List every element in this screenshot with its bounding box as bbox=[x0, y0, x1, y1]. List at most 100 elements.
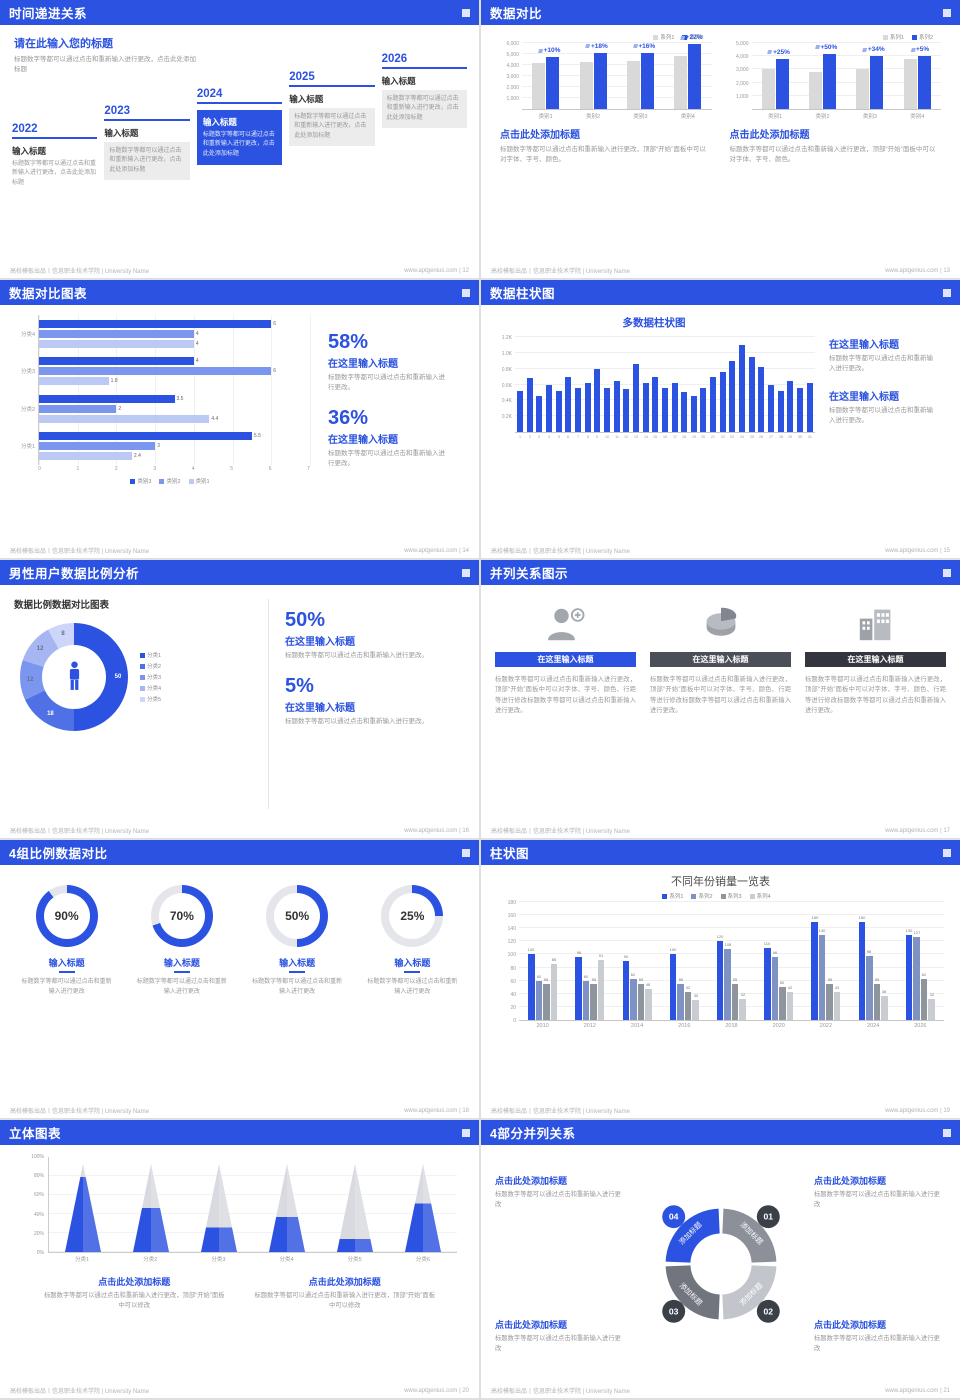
parallel-column: 在这里输入标题 标题数字等都可以通过点击和重新输入进行更改，顶部“开始”面板中可以… bbox=[495, 603, 636, 823]
bar-value: 96 bbox=[576, 950, 581, 956]
pct-label: +16% bbox=[638, 42, 656, 50]
bar bbox=[565, 376, 572, 432]
text-blocks: 点击此处添加标题 标题数字等都可以通过点击和重新输入进行更改，顶部“开始”面板中… bbox=[12, 1263, 467, 1311]
slide-12-thumbnail[interactable]: 时间递进关系 请在此输入您的标题 标题数字等都可以通过点击和重新输入进行更改，点… bbox=[0, 0, 479, 278]
x-label: 17 bbox=[672, 434, 677, 439]
panel-heading: 点击此处添加标题 bbox=[495, 1319, 568, 1330]
bar-value: 55 bbox=[874, 977, 880, 983]
y-tick: 20% bbox=[33, 1230, 44, 1237]
number-badge bbox=[756, 1299, 780, 1323]
block-text: 标题数字等都可以通过点击和重新输入进行更改。 bbox=[285, 652, 428, 659]
block-title: 在这里输入标题 bbox=[285, 703, 355, 715]
category-label: 分类2 bbox=[143, 1257, 158, 1263]
vb-y: 6,000 5,000 4,000 3,000 2,000 1,000 bbox=[500, 41, 522, 110]
slide-14-thumbnail[interactable]: 数据对比图表 分类4 分类3 分类2 分类1 6 4 4 4 6 1.8 3.5 2 4.4 5.5 3 2.… bbox=[0, 280, 479, 558]
bar-group: 4 6 1.8 bbox=[39, 357, 310, 386]
bar bbox=[688, 44, 702, 109]
footer-left: 高校模板出品丨信息职业技术学院 | University Name bbox=[10, 1389, 149, 1395]
slide-19-thumbnail[interactable]: 柱状图 不同年份销量一览表 系列1 系列2 系列3 系列4 180 160 140 120 10… bbox=[481, 840, 960, 1118]
title-underline bbox=[173, 971, 190, 973]
bar bbox=[39, 432, 252, 441]
slide-13-thumbnail[interactable]: 数据对比 系列1 系列2 6,000 5,000 4,000 3,000 2,000 1,00… bbox=[481, 0, 960, 278]
bar bbox=[39, 319, 272, 328]
vb-grid bbox=[519, 953, 944, 955]
hb-line: 4 bbox=[39, 357, 310, 366]
bar bbox=[777, 390, 784, 432]
slide-footer: 高校模板出品丨信息职业技术学院 | University Name www.ap… bbox=[0, 823, 479, 838]
vb-grid bbox=[519, 966, 944, 968]
vb-grid bbox=[751, 68, 941, 70]
bar bbox=[674, 56, 688, 109]
bar-group: 150 98 55 36 bbox=[859, 915, 888, 1020]
footer-right: www.aptgenius.com | 14 bbox=[404, 547, 469, 554]
percent-value: 70% bbox=[169, 909, 194, 923]
x-label: 类别1 bbox=[768, 114, 783, 120]
slide-18-thumbnail[interactable]: 4组比例数据对比 90% 输入标题 标题数字等都可以通过点击和重新输入进行更改 70%… bbox=[0, 840, 479, 1118]
pie-3d-icon bbox=[650, 603, 791, 645]
bar: 85 bbox=[550, 958, 558, 1020]
bar-value: 4 bbox=[195, 340, 199, 347]
donut-chart: 50 18 12 12 8 bbox=[20, 623, 128, 731]
pct-label: +50% bbox=[820, 43, 838, 51]
bar bbox=[579, 61, 593, 109]
footer-right: www.aptgenius.com | 17 bbox=[885, 827, 950, 834]
footer-left: 高校模板出品丨信息职业技术学院 | University Name bbox=[491, 549, 630, 555]
bar bbox=[768, 384, 775, 432]
panel-heading: 点击此处添加标题 bbox=[495, 1176, 568, 1186]
legend-label: 系列1 bbox=[669, 894, 684, 900]
hb-line: 2.4 bbox=[39, 452, 310, 461]
percent-value: 58% bbox=[328, 331, 369, 353]
x-label: 6 bbox=[567, 434, 570, 439]
legend-swatch bbox=[691, 893, 697, 899]
slide-20-thumbnail[interactable]: 立体图表 100% 80% 60% 40% 20% 0% 分类1 分类2 分类3 分类4 分类5 分类… bbox=[0, 1120, 479, 1398]
bar bbox=[613, 381, 620, 432]
y-tick: 60% bbox=[33, 1192, 44, 1199]
plot-area: +25% +50% +34% +5% bbox=[751, 42, 941, 110]
text-column: 点击此处添加标题 标题数字等都可以通过点击和重新输入进行更改 点击此处添加标题 … bbox=[814, 1166, 946, 1362]
legend-label: 系列2 bbox=[689, 35, 704, 41]
footer-left: 高校模板出品丨信息职业技术学院 | University Name bbox=[491, 1109, 630, 1115]
y-tick: 0.6K bbox=[501, 382, 512, 389]
category-label: 分类2 bbox=[20, 406, 35, 413]
vb-body: 6,000 5,000 4,000 3,000 2,000 1,000 +10% +18% +1… bbox=[500, 34, 712, 120]
hb-cats: 分类4 分类3 分类2 分类1 bbox=[12, 315, 38, 465]
footer-left: 高校模板出品丨信息职业技术学院 | University Name bbox=[491, 1389, 630, 1395]
y-tick: 1.0K bbox=[501, 350, 512, 357]
bar-group: +22% bbox=[674, 34, 703, 109]
lead-text: 标题数字等都可以通过点击和重新输入进行更改，点击此处添加标题 bbox=[14, 56, 196, 74]
legend-label: 系列1 bbox=[889, 35, 904, 41]
slide-17-thumbnail[interactable]: 并列关系图示 在这里输入标题 标题数字等都可以通过点击和重新输入进行更改，顶部“开… bbox=[481, 560, 960, 838]
x-label: 27 bbox=[769, 434, 774, 439]
slide-21-thumbnail[interactable]: 4部分并列关系 点击此处添加标题 标题数字等都可以通过点击和重新输入进行更改 点… bbox=[481, 1120, 960, 1398]
timeline: 2022 输入标题 标题数字等都可以通过点击和重新输入进行更改，点击此处添加标题 20… bbox=[12, 53, 468, 188]
cn-main: 分类1 分类2 分类3 分类4 分类5 分类6 bbox=[48, 1157, 457, 1263]
slide-content: 请在此输入您的标题 标题数字等都可以通过点击和重新输入进行更改，点击此处添加标题… bbox=[0, 25, 479, 263]
bar-value: 85 bbox=[551, 957, 557, 963]
hb-line: 4 bbox=[39, 329, 310, 338]
bar bbox=[690, 395, 697, 432]
bar-group: 110 96 50 42 bbox=[764, 941, 794, 1020]
slide-header: 数据柱状图 bbox=[481, 280, 960, 305]
header-square-icon bbox=[943, 8, 951, 17]
legend-label: 系列1 bbox=[660, 35, 675, 41]
ratio-item: 90% 输入标题 标题数字等都可以通过点击和重新输入进行更改 bbox=[14, 885, 119, 1103]
legend-item: 系列1 bbox=[653, 33, 674, 41]
legend-item: 系列4 bbox=[749, 892, 771, 900]
slide-16-thumbnail[interactable]: 男性用户数据比例分析 数据比例数据对比图表 50 18 12 12 8 分类1 分类2 分类3… bbox=[0, 560, 479, 838]
vertical-divider bbox=[268, 599, 269, 809]
bar: 96 bbox=[575, 951, 582, 1020]
slice-value: 50 bbox=[114, 674, 122, 680]
slide-content: 在这里输入标题 标题数字等都可以通过点击和重新输入进行更改，顶部“开始”面板中可以… bbox=[481, 585, 960, 823]
slide-footer: 高校模板出品丨信息职业技术学院 | University Name www.ap… bbox=[481, 1383, 960, 1398]
timeline-step-title: 输入标题 bbox=[202, 117, 237, 127]
title-underline bbox=[404, 971, 421, 973]
bar bbox=[39, 452, 132, 461]
vb-main: +10% +18% +16% +22% 类别1 类别2 类别3 类别4 bbox=[522, 34, 712, 120]
x-label: 14 bbox=[643, 434, 648, 439]
slide-header: 男性用户数据比例分析 bbox=[0, 560, 479, 585]
vb-groups: +10% +18% +16% +22% bbox=[522, 34, 712, 109]
bar: 48 bbox=[645, 982, 652, 1020]
slide-15-thumbnail[interactable]: 数据柱状图 多数据柱状图 1.2K 1.0K 0.8K 0.6K 0.4K 0.2K 1 2 3… bbox=[481, 280, 960, 558]
ring-segment bbox=[665, 1208, 720, 1263]
bar bbox=[903, 58, 917, 109]
